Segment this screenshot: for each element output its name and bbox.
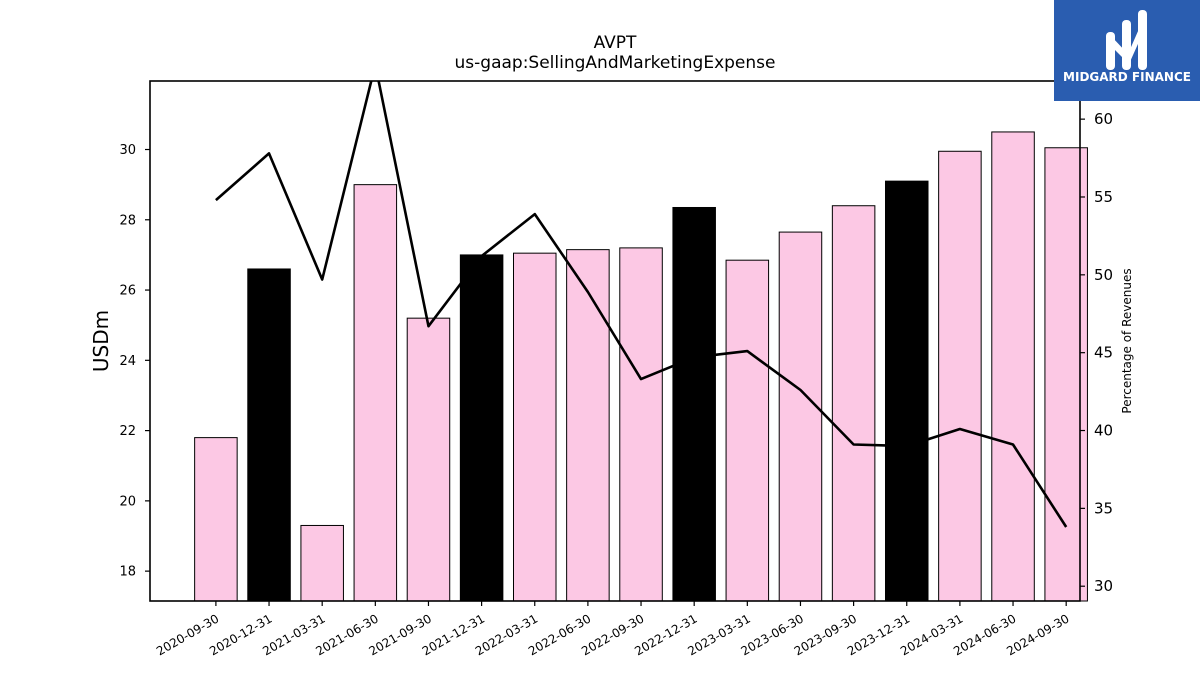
right-tick-label: 60 [1094,110,1113,128]
left-tick-label: 24 [119,354,136,369]
left-tick-label: 28 [119,213,136,228]
bar-2021-12-31 [459,254,504,602]
chart-subtitle: us-gaap:SellingAndMarketingExpense [455,53,776,73]
left-tick-label: 30 [119,143,136,158]
logo-mark-icon [1106,10,1147,70]
bar-2024-09-30 [1044,147,1088,602]
bar-2023-12-31 [884,180,929,602]
right-y-axis: 30 35 40 45 50 55 60 [1080,110,1113,595]
right-tick-label: 30 [1094,577,1113,595]
line-series [215,81,1068,528]
left-axis-title: USDm [89,310,113,372]
percentage-line [215,81,1068,528]
bar-2021-06-30 [353,184,398,602]
left-tick-label: 18 [119,565,136,580]
left-y-axis: 18 20 22 24 26 28 30 [119,143,150,580]
plot-frame [149,80,1081,602]
left-tick-label: 20 [119,494,136,509]
bar-2024-03-31 [938,150,982,602]
right-tick-label: 40 [1094,422,1113,440]
bar-2022-12-31 [672,206,716,602]
bar-2020-09-30 [194,437,238,602]
right-tick-label: 55 [1094,188,1113,206]
bar-2021-09-30 [406,317,451,602]
bar-2023-03-31 [725,259,770,602]
right-axis-title: Percentage of Revenues [1120,268,1134,413]
bar-series [194,131,1088,602]
bar-2024-06-30 [991,131,1035,602]
x-axis: 2020-09-302020-12-312021-03-312021-06-30… [154,601,1072,658]
bar-2021-03-31 [300,524,344,602]
bar-2020-12-31 [247,268,291,602]
logo: MIDGARD FINANCE [1054,0,1200,101]
bar-2022-03-31 [512,252,557,602]
left-tick-label: 26 [119,284,136,299]
logo-text: MIDGARD FINANCE [1063,70,1191,84]
bar-2022-09-30 [619,247,663,602]
left-tick-label: 22 [119,424,136,439]
right-tick-label: 45 [1094,344,1113,362]
chart-title: AVPT [594,33,637,53]
right-tick-label: 50 [1094,266,1113,284]
right-tick-label: 35 [1094,499,1113,517]
bar-2022-06-30 [566,249,610,602]
bar-2023-06-30 [778,231,823,602]
bar-2023-09-30 [831,205,876,602]
